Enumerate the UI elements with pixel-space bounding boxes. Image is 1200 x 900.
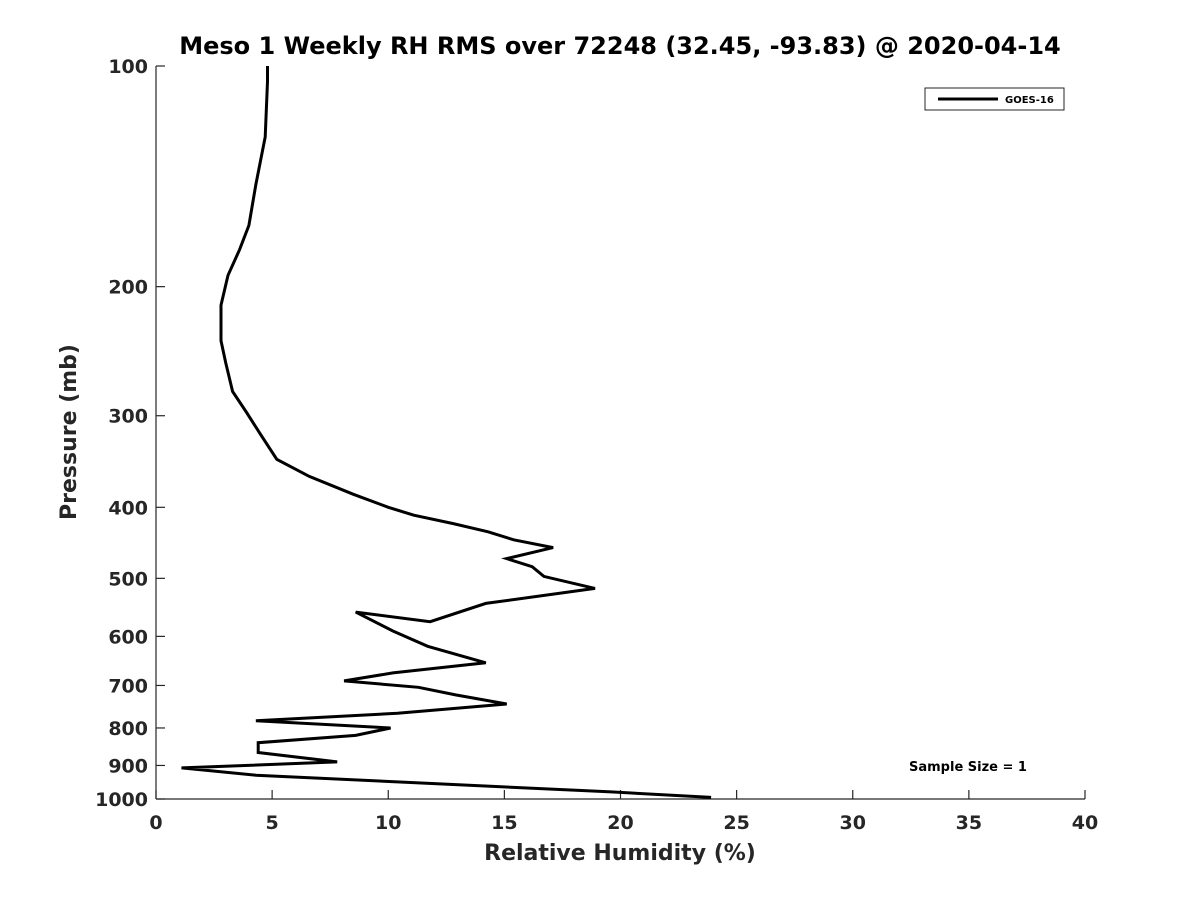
x-tick-label: 25: [723, 812, 749, 834]
legend-entry-goes16: GOES-16: [1005, 95, 1054, 106]
y-tick-label: 400: [108, 497, 148, 519]
y-tick-label: 300: [108, 406, 148, 428]
x-tick-label: 0: [149, 812, 162, 834]
y-tick-label: 700: [108, 675, 148, 697]
x-tick-label: 35: [956, 812, 982, 834]
x-tick-label: 15: [491, 812, 517, 834]
x-tick-label: 10: [375, 812, 401, 834]
series-line-goes16: [181, 66, 712, 799]
sample-size-annotation: Sample Size = 1: [909, 760, 1027, 775]
y-tick-label: 1000: [95, 789, 148, 811]
y-ticks: 100 200 300 400 500 600 700 800 900 1000: [95, 56, 165, 811]
x-tick-label: 5: [266, 812, 279, 834]
chart-title: Meso 1 Weekly RH RMS over 72248 (32.45, …: [179, 32, 1061, 60]
x-tick-label: 20: [607, 812, 633, 834]
y-tick-label: 500: [108, 568, 148, 590]
y-tick-label: 200: [108, 277, 148, 299]
y-tick-label: 600: [108, 626, 148, 648]
y-tick-label: 100: [108, 56, 148, 78]
x-ticks: 0 5 10 15 20 25 30 35 40: [149, 790, 1098, 834]
series-layer: [181, 66, 712, 799]
x-tick-label: 30: [840, 812, 866, 834]
y-tick-label: 900: [108, 755, 148, 777]
y-tick-label: 800: [108, 718, 148, 740]
x-tick-label: 40: [1072, 812, 1098, 834]
x-axis-label: Relative Humidity (%): [484, 841, 756, 866]
y-axis-label: Pressure (mb): [57, 344, 82, 520]
legend: GOES-16: [924, 87, 1065, 111]
